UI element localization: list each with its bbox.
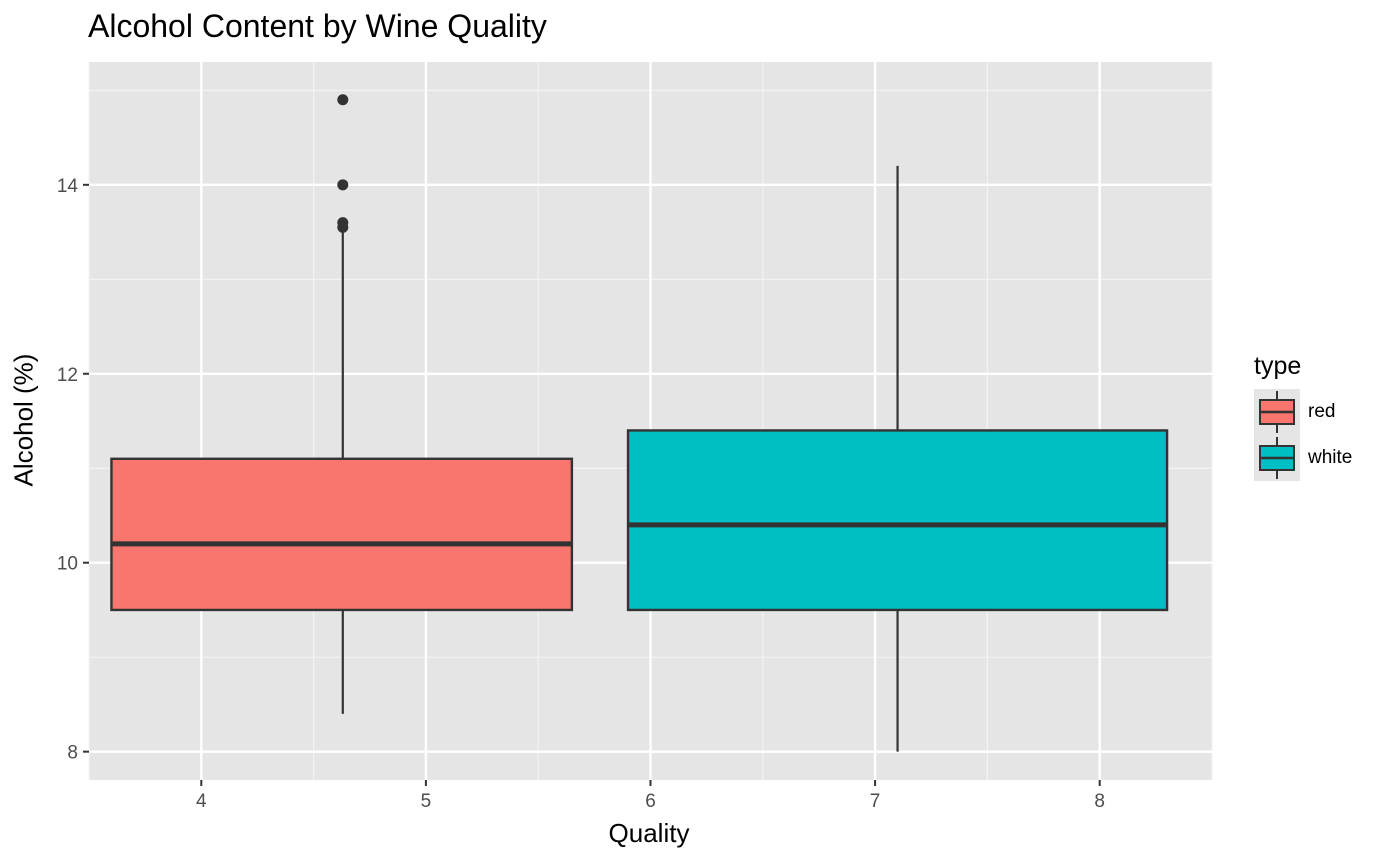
x-tick-label: 8 (1094, 791, 1105, 812)
boxplot-red (110, 94, 574, 714)
x-tick-label: 4 (196, 791, 207, 812)
legend-items: red white (1254, 389, 1352, 481)
y-tick-label: 10 (57, 554, 78, 575)
chart-title: Alcohol Content by Wine Quality (88, 8, 547, 44)
x-tick-label: 7 (870, 791, 881, 812)
x-axis-label: Quality (608, 818, 690, 848)
outlier-point (337, 179, 349, 191)
legend-key-glyph (1259, 437, 1295, 479)
box (626, 429, 1169, 612)
outlier-point (337, 217, 349, 229)
legend-title: type (1254, 352, 1302, 380)
x-tick-label: 5 (421, 791, 432, 812)
legend-label-white: white (1308, 447, 1353, 468)
legend: type red white (1254, 352, 1352, 481)
legend-key-red (1254, 389, 1300, 435)
legend-item-white: white (1254, 435, 1352, 481)
boxplot-white (626, 165, 1169, 752)
legend-key-white (1254, 435, 1300, 481)
y-tick-label: 8 (67, 743, 78, 764)
y-tick-label: 14 (57, 176, 79, 197)
legend-item-red: red (1254, 389, 1352, 435)
outlier-point (337, 94, 349, 106)
legend-key-glyph (1259, 391, 1295, 433)
y-tick-label: 12 (57, 365, 78, 386)
legend-label-red: red (1308, 401, 1336, 422)
x-tick-label: 6 (645, 791, 656, 812)
box (110, 457, 574, 612)
